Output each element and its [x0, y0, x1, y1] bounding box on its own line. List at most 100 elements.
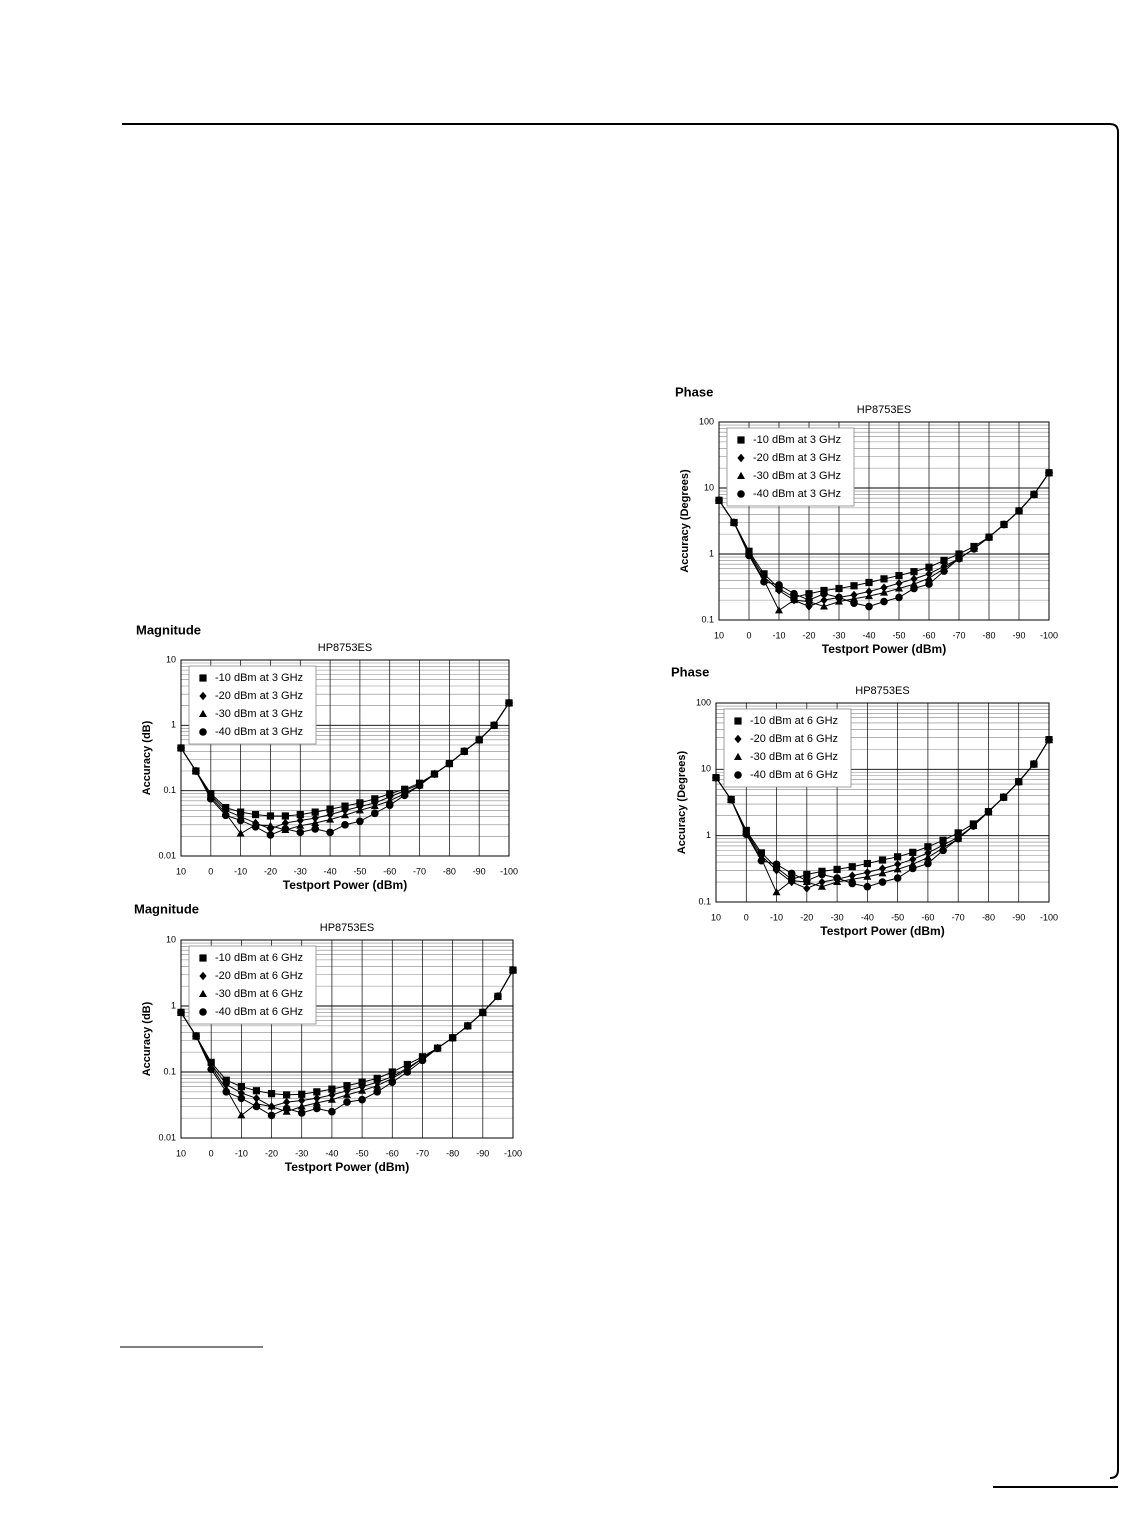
- legend-label: -40 dBm at 3 GHz: [753, 488, 841, 500]
- marker-triangle: [880, 588, 888, 596]
- legend-label: -40 dBm at 6 GHz: [215, 1006, 303, 1018]
- y-axis-title: Accuracy (Degrees): [679, 469, 691, 573]
- marker-circle: [880, 597, 888, 606]
- x-tick-label: 10: [176, 866, 186, 876]
- marker-circle: [177, 1008, 185, 1017]
- marker-diamond: [894, 860, 902, 869]
- marker-square: [955, 550, 963, 558]
- chart-title: HP8753ES: [855, 685, 909, 697]
- y-tick-label: 10: [701, 764, 711, 774]
- marker-triangle: [895, 584, 903, 592]
- legend-marker: [737, 490, 745, 498]
- x-tick-label: 0: [746, 630, 751, 640]
- marker-square: [909, 848, 917, 856]
- y-tick-label: 100: [696, 697, 711, 707]
- x-tick-label: -50: [892, 630, 905, 640]
- x-tick-label: -90: [476, 1148, 489, 1158]
- marker-circle: [448, 1033, 457, 1042]
- marker-circle: [1014, 777, 1023, 786]
- marker-square: [833, 865, 841, 874]
- marker-circle: [712, 773, 720, 782]
- marker-triangle: [878, 869, 887, 877]
- x-tick-label: -10: [772, 630, 785, 640]
- marker-circle: [970, 544, 978, 553]
- marker-square: [894, 853, 902, 861]
- legend-label: -40 dBm at 3 GHz: [215, 726, 303, 738]
- marker-triangle: [817, 882, 826, 890]
- marker-triangle: [775, 606, 783, 614]
- legend-marker: [734, 734, 742, 744]
- marker-circle: [326, 828, 334, 837]
- y-tick-label: 0.1: [163, 1066, 176, 1076]
- marker-circle: [865, 602, 873, 611]
- marker-circle: [430, 770, 439, 778]
- marker-circle: [1030, 760, 1038, 768]
- marker-square: [863, 859, 871, 868]
- legend-label: -10 dBm at 3 GHz: [215, 672, 303, 684]
- x-tick-label: -60: [383, 866, 396, 876]
- x-tick-label: -10: [770, 912, 783, 922]
- marker-triangle: [312, 1098, 321, 1106]
- marker-circle: [925, 580, 933, 588]
- marker-diamond: [772, 866, 781, 875]
- x-tick-label: -90: [1012, 630, 1025, 640]
- marker-square: [805, 590, 813, 598]
- marker-square: [358, 1078, 366, 1086]
- x-tick-label: -40: [324, 866, 337, 876]
- marker-square: [880, 575, 888, 583]
- marker-square: [296, 811, 304, 819]
- marker-square: [328, 1085, 336, 1093]
- marker-circle: [192, 1032, 200, 1040]
- y-tick-label: 10: [704, 482, 714, 492]
- marker-circle: [237, 1094, 246, 1103]
- marker-square: [283, 1091, 291, 1099]
- marker-circle: [313, 1104, 321, 1113]
- marker-square: [803, 870, 811, 879]
- x-axis-title: Testport Power (dBm): [283, 878, 407, 892]
- marker-circle: [463, 1022, 472, 1030]
- marker-circle: [222, 1088, 231, 1096]
- x-tick-label: -20: [265, 1148, 278, 1158]
- legend-marker: [199, 971, 207, 981]
- marker-circle: [281, 825, 290, 833]
- marker-triangle: [863, 872, 872, 880]
- marker-triangle: [343, 1090, 351, 1098]
- x-tick-label: 10: [711, 912, 721, 922]
- marker-circle: [715, 496, 723, 505]
- y-tick-label: 10: [166, 934, 176, 944]
- y-tick-label: 0.1: [163, 785, 176, 795]
- marker-circle: [820, 589, 828, 598]
- marker-circle: [1000, 520, 1008, 529]
- legend-marker: [199, 728, 207, 736]
- marker-circle: [757, 856, 766, 865]
- marker-circle: [221, 811, 230, 820]
- x-tick-label: -60: [922, 630, 935, 640]
- marker-circle: [400, 791, 409, 800]
- marker-circle: [772, 860, 781, 869]
- marker-circle: [282, 1104, 291, 1113]
- marker-circle: [433, 1044, 442, 1052]
- marker-circle: [742, 830, 751, 839]
- legend-marker: [734, 752, 742, 760]
- marker-triangle: [296, 821, 305, 829]
- marker-diamond: [818, 877, 826, 887]
- plot-frame: [180, 939, 514, 1139]
- marker-diamond: [296, 816, 304, 825]
- marker-circle: [385, 801, 394, 809]
- y-tick-label: 0.01: [158, 1132, 176, 1142]
- x-tick-label: -50: [891, 912, 904, 922]
- marker-square: [835, 584, 843, 593]
- marker-circle: [505, 699, 513, 707]
- marker-diamond: [252, 1094, 261, 1103]
- marker-diamond: [775, 586, 783, 595]
- x-tick-label: -50: [356, 1148, 369, 1158]
- marker-circle: [341, 821, 349, 829]
- marker-diamond: [895, 579, 903, 588]
- marker-square: [924, 843, 932, 851]
- marker-diamond: [326, 810, 334, 819]
- marker-square: [281, 812, 289, 820]
- chart-title: HP8753ES: [857, 404, 911, 416]
- marker-circle: [1045, 468, 1053, 477]
